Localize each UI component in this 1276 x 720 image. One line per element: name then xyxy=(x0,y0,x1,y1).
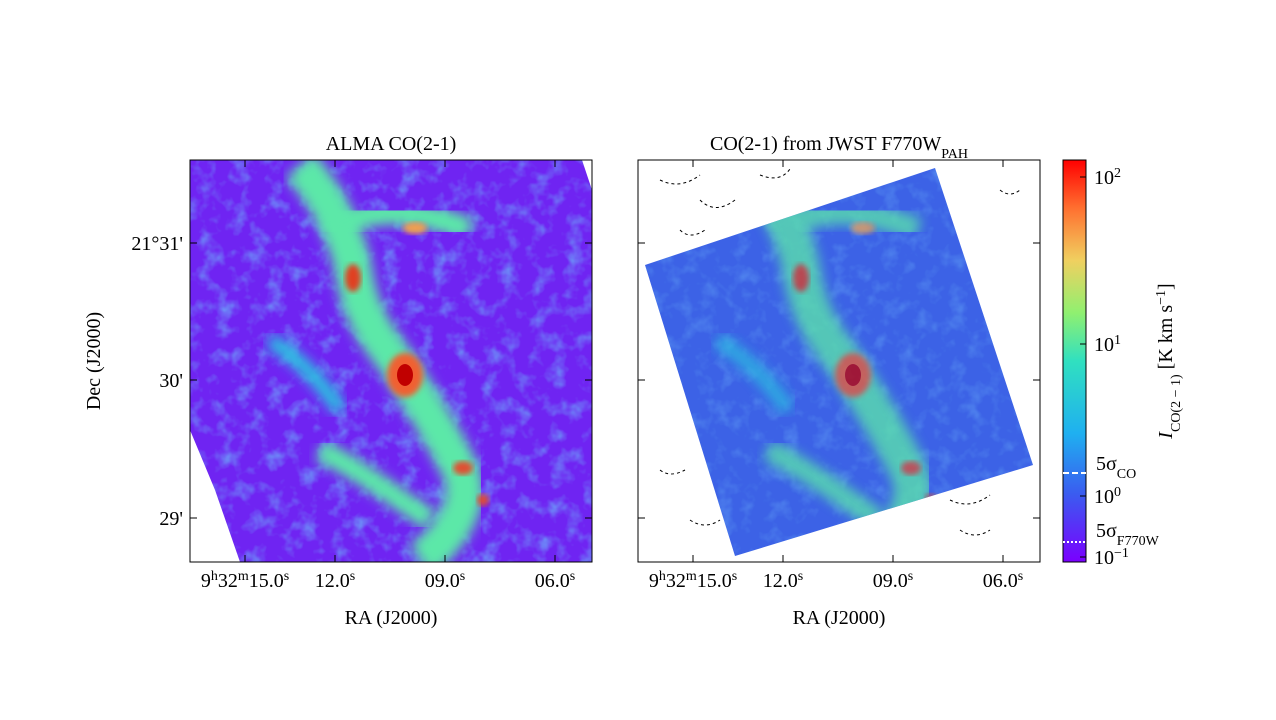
x-tick-label: 09.0s xyxy=(425,569,465,593)
text-part: 06.0 xyxy=(535,570,570,592)
text-part: 09.0 xyxy=(425,570,460,592)
text-part: 15.0 xyxy=(697,570,732,592)
threshold-label: 5σF770W xyxy=(1096,520,1160,549)
text-part: 10 xyxy=(1094,167,1114,189)
text-part: I xyxy=(1155,431,1177,440)
panel-title: ALMA CO(2-1) xyxy=(326,133,457,155)
text-part: h xyxy=(211,569,218,584)
text-part: s xyxy=(732,569,737,584)
contours xyxy=(659,168,1021,536)
text-part: 2 xyxy=(1114,166,1121,181)
text-part: 10 xyxy=(1094,334,1114,356)
text-part: PAH xyxy=(941,147,968,162)
x-tick-label: 06.0s xyxy=(983,569,1023,593)
colorbar-tick-label: 102 xyxy=(1094,166,1121,190)
text-part: s xyxy=(570,569,575,584)
x-tick-label: 09.0s xyxy=(873,569,913,593)
text-part: 09.0 xyxy=(873,570,908,592)
text-part: s xyxy=(284,569,289,584)
colorbar-tick-label: 100 xyxy=(1094,485,1121,509)
text-part: CO(2-1) from JWST F770W xyxy=(710,133,941,155)
text-part: s xyxy=(1018,569,1023,584)
y-tick-label: 29' xyxy=(159,508,183,530)
colorbar-tick-label: 10−1 xyxy=(1094,546,1129,570)
text-part: 10 xyxy=(1094,547,1114,569)
text-part: 12.0 xyxy=(763,570,798,592)
right-frame xyxy=(637,159,1041,563)
text-part: F770W xyxy=(1117,534,1160,549)
text-part: 5σ xyxy=(1096,520,1117,542)
text-part: [K km s xyxy=(1155,305,1177,375)
text-part: 12.0 xyxy=(315,570,350,592)
text-part: CO(2 − 1) xyxy=(1169,374,1184,432)
text-part: −1 xyxy=(1114,546,1129,561)
text-part: 1 xyxy=(1114,333,1121,348)
jwst-map xyxy=(645,168,1033,556)
text-part: 10 xyxy=(1094,486,1114,508)
panel-title: CO(2-1) from JWST F770WPAH xyxy=(710,133,968,162)
text-part: 5σ xyxy=(1096,453,1117,475)
text-part: CO xyxy=(1117,467,1136,482)
text-part: −1 xyxy=(1154,290,1169,305)
text-part: ] xyxy=(1155,283,1177,290)
left-frame xyxy=(189,159,593,563)
text-part: 9 xyxy=(201,570,211,592)
threshold-label: 5σCO xyxy=(1096,453,1136,482)
text-part: m xyxy=(686,569,697,584)
text-part: 9 xyxy=(649,570,659,592)
y-tick-label: 30' xyxy=(159,370,183,392)
text-part: 32 xyxy=(218,570,238,592)
y-tick-label: 21°31' xyxy=(131,233,183,255)
alma-map xyxy=(190,160,592,562)
x-tick-label: 06.0s xyxy=(535,569,575,593)
text-part: s xyxy=(350,569,355,584)
text-part: 32 xyxy=(666,570,686,592)
text-part: m xyxy=(238,569,249,584)
x-tick-label: 9h32m15.0s xyxy=(649,569,737,593)
text-part: 15.0 xyxy=(249,570,284,592)
y-axis-label: Dec (J2000) xyxy=(83,312,105,410)
x-axis-label: RA (J2000) xyxy=(345,607,438,629)
text-part: s xyxy=(460,569,465,584)
colorbar-label: ICO(2 − 1) [K km s−1] xyxy=(1154,283,1184,439)
text-part: s xyxy=(798,569,803,584)
text-part: 06.0 xyxy=(983,570,1018,592)
x-tick-label: 12.0s xyxy=(315,569,355,593)
text-part: 0 xyxy=(1114,485,1121,500)
x-axis-label: RA (J2000) xyxy=(793,607,886,629)
colorbar xyxy=(1062,159,1087,563)
x-tick-label: 9h32m15.0s xyxy=(201,569,289,593)
text-part: h xyxy=(659,569,666,584)
colorbar-tick-label: 101 xyxy=(1094,333,1121,357)
text-part: ALMA CO(2-1) xyxy=(326,133,457,155)
x-tick-label: 12.0s xyxy=(763,569,803,593)
text-part: s xyxy=(908,569,913,584)
